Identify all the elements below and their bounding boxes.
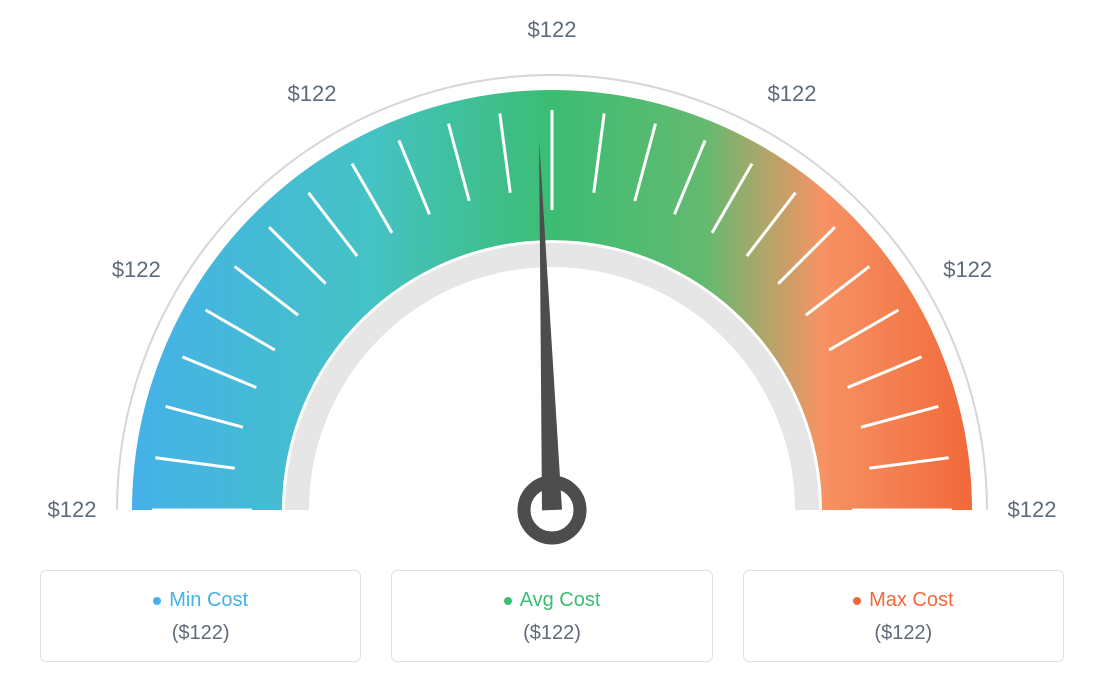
- gauge-chart: $122 $122 $122 $122 $122 $122 $122: [0, 0, 1104, 560]
- gauge-tick-label: $122: [48, 497, 97, 523]
- legend-label-min: Min Cost: [169, 589, 248, 612]
- legend: Min Cost ($122) Avg Cost ($122) Max Cost…: [0, 570, 1104, 662]
- legend-value-min: ($122): [51, 622, 350, 645]
- gauge-tick-label: $122: [112, 257, 161, 283]
- gauge-tick-label: $122: [943, 257, 992, 283]
- gauge-tick-label: $122: [288, 81, 337, 107]
- gauge-svg: [0, 0, 1104, 560]
- legend-dot-min: [153, 597, 161, 605]
- gauge-tick-label: $122: [528, 17, 577, 43]
- legend-value-max: ($122): [754, 622, 1053, 645]
- legend-label-max: Max Cost: [869, 589, 953, 612]
- legend-title-min: Min Cost: [153, 589, 248, 612]
- legend-dot-max: [853, 597, 861, 605]
- legend-label-avg: Avg Cost: [520, 589, 601, 612]
- legend-item-max: Max Cost ($122): [743, 570, 1064, 662]
- legend-dot-avg: [504, 597, 512, 605]
- legend-item-min: Min Cost ($122): [40, 570, 361, 662]
- legend-value-avg: ($122): [402, 622, 701, 645]
- legend-title-max: Max Cost: [853, 589, 953, 612]
- gauge-tick-label: $122: [768, 81, 817, 107]
- legend-title-avg: Avg Cost: [504, 589, 601, 612]
- gauge-tick-label: $122: [1008, 497, 1057, 523]
- legend-item-avg: Avg Cost ($122): [391, 570, 712, 662]
